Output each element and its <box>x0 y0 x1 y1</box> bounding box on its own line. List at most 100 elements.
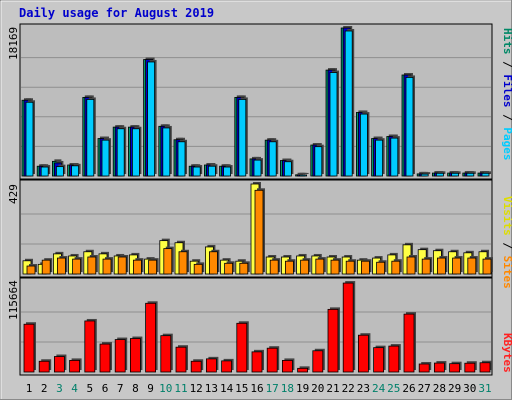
bar-pages-day-16 <box>253 159 262 177</box>
day-label-10: 10 <box>159 382 172 395</box>
bar-pages-day-23 <box>359 113 368 177</box>
bar-kbytes-day-21 <box>327 308 339 373</box>
bar-kbytes-day-14 <box>221 360 233 373</box>
bar-sites-day-25 <box>391 260 401 275</box>
day-label-31: 31 <box>478 382 491 395</box>
svg-text:KBytes: KBytes <box>501 333 512 373</box>
bar-kbytes-day-16 <box>251 351 263 373</box>
bar-kbytes-day-23 <box>357 334 369 373</box>
legend-sep-3: / <box>501 242 512 249</box>
bar-kbytes-day-6 <box>99 343 111 373</box>
bar-sites-day-20 <box>315 258 325 275</box>
day-label-11: 11 <box>174 382 187 395</box>
day-label-7: 7 <box>117 382 124 395</box>
bar-pages-day-13 <box>207 165 216 177</box>
bar-pages-day-11 <box>177 141 186 177</box>
bar-kbytes-day-5 <box>84 320 96 373</box>
bar-pages-day-6 <box>101 139 110 177</box>
bar-pages-day-3 <box>56 166 64 177</box>
bar-pages-day-29 <box>451 172 460 177</box>
bar-pages-day-4 <box>71 165 79 177</box>
bar-sites-day-18 <box>284 260 294 275</box>
bar-sites-day-15 <box>239 262 249 275</box>
bar-kbytes-day-3 <box>54 356 65 373</box>
day-label-16: 16 <box>250 382 263 395</box>
bar-pages-day-5 <box>86 99 95 177</box>
day-label-6: 6 <box>102 382 109 395</box>
bar-kbytes-day-9 <box>145 302 157 373</box>
bar-sites-day-12 <box>193 263 203 275</box>
bar-kbytes-day-15 <box>236 322 248 373</box>
bar-pages-day-19 <box>299 174 308 177</box>
day-label-13: 13 <box>205 382 218 395</box>
day-label-3: 3 <box>56 382 63 395</box>
bar-pages-day-27-shadow <box>423 172 431 174</box>
bar-sites-day-13 <box>208 251 218 275</box>
day-label-2: 2 <box>41 382 48 395</box>
day-label-17: 17 <box>266 382 279 395</box>
bar-pages-day-20 <box>314 146 323 177</box>
bar-pages-day-17 <box>268 141 277 177</box>
bar-sites-day-28 <box>436 257 446 275</box>
bar-kbytes-day-24 <box>373 347 385 373</box>
bar-kbytes-day-7 <box>114 339 126 373</box>
bar-sites-day-8 <box>132 259 142 275</box>
bar-sites-day-27 <box>421 258 431 275</box>
day-label-23: 23 <box>357 382 370 395</box>
svg-text:Hits / Files: Hits / Files / Pages <box>501 28 512 161</box>
bar-sites-day-11 <box>178 251 188 275</box>
bar-kbytes-day-12 <box>190 360 202 373</box>
bar-kbytes-day-8 <box>129 338 141 373</box>
bar-kbytes-day-25 <box>388 345 400 373</box>
day-label-28: 28 <box>433 382 446 395</box>
bar-sites-day-14 <box>224 262 234 275</box>
svg-text:Visits / Sites: Visits / Sites <box>501 196 512 289</box>
day-label-27: 27 <box>418 382 431 395</box>
bar-sites-day-3 <box>57 257 66 275</box>
bar-sites-day-31 <box>482 258 492 275</box>
bar-sites-day-10 <box>163 248 173 275</box>
day-label-20: 20 <box>311 382 324 395</box>
bar-pages-day-21 <box>329 72 338 177</box>
bar-sites-day-19 <box>300 259 310 275</box>
panel-bot-max-label: 115664 <box>7 280 20 320</box>
bar-pages-day-15 <box>238 99 247 177</box>
day-label-18: 18 <box>281 382 294 395</box>
bar-sites-day-7 <box>117 256 127 275</box>
bar-sites-day-16 <box>254 189 264 275</box>
day-label-5: 5 <box>86 382 93 395</box>
panel-mid-max-label: 429 <box>7 184 20 204</box>
bar-pages-day-18 <box>283 161 292 177</box>
bar-pages-day-7 <box>116 128 125 177</box>
legend-hits: Hits <box>501 28 512 55</box>
bar-pages-day-31-shadow <box>484 171 491 174</box>
bar-sites-day-29 <box>452 257 462 275</box>
legend-sep-2: / <box>501 114 512 121</box>
bar-kbytes-day-22 <box>342 282 354 373</box>
day-label-22: 22 <box>342 382 355 395</box>
bar-pages-day-27 <box>420 173 429 177</box>
day-label-29: 29 <box>448 382 461 395</box>
bar-sites-day-1 <box>26 265 36 275</box>
bar-pages-day-8 <box>131 128 140 177</box>
bar-pages-day-10 <box>162 127 171 177</box>
day-label-9: 9 <box>147 382 154 395</box>
bar-kbytes-day-30 <box>464 362 476 373</box>
bar-sites-day-23 <box>360 260 370 275</box>
bars <box>21 26 493 373</box>
legend-visits: Visits <box>501 196 512 236</box>
bar-pages-day-28-shadow <box>438 171 446 174</box>
bar-kbytes-day-4 <box>69 360 80 373</box>
bar-kbytes-day-31 <box>479 362 491 373</box>
bar-sites-day-4 <box>72 258 81 275</box>
bar-kbytes-day-11 <box>175 346 187 373</box>
bar-pages-day-14 <box>223 166 232 177</box>
bar-sites-day-21 <box>330 259 340 275</box>
chart-title: Daily usage for August 2019 <box>19 6 214 20</box>
bar-kbytes-day-1 <box>23 323 35 373</box>
bar-pages-day-31 <box>481 172 490 177</box>
day-label-12: 12 <box>190 382 203 395</box>
bar-pages-day-22 <box>344 30 353 177</box>
bar-pages-day-19-shadow <box>301 172 309 174</box>
